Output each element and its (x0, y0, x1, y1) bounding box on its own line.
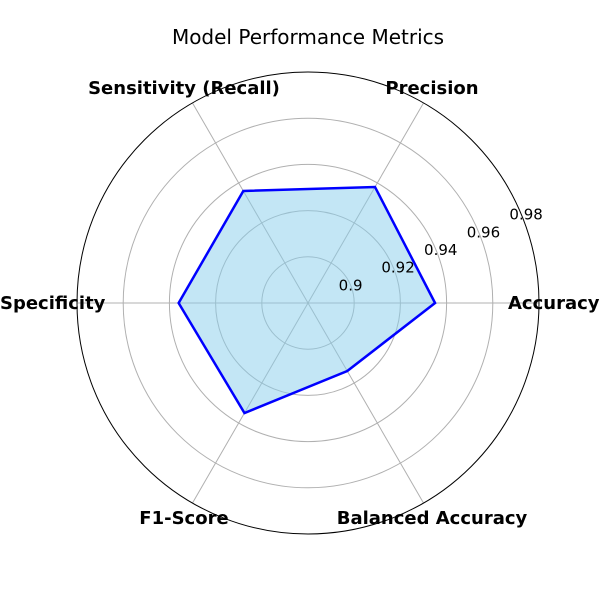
radial-tick-labels: 0.9 0.92 0.94 0.96 0.98 (339, 206, 543, 295)
radial-tick-label: 0.92 (381, 259, 414, 277)
radial-tick-label: 0.98 (509, 206, 542, 224)
radial-tick-label: 0.9 (339, 276, 363, 294)
category-label: Sensitivity (Recall) (88, 78, 280, 99)
category-labels: Accuracy Precision Sensitivity (Recall) Spe… (0, 78, 600, 529)
radial-tick-label: 0.94 (424, 241, 457, 259)
category-label: F1-Score (139, 508, 228, 529)
category-label: Precision (385, 78, 478, 99)
series (177, 185, 437, 415)
chart-title: Model Performance Metrics (172, 25, 444, 49)
radial-tick-label: 0.96 (467, 223, 500, 241)
series-fill (178, 186, 436, 414)
category-label: Accuracy (508, 293, 600, 314)
category-label: Specificity (0, 293, 106, 314)
outer-frame (76, 71, 540, 535)
category-label: Balanced Accuracy (337, 508, 528, 529)
